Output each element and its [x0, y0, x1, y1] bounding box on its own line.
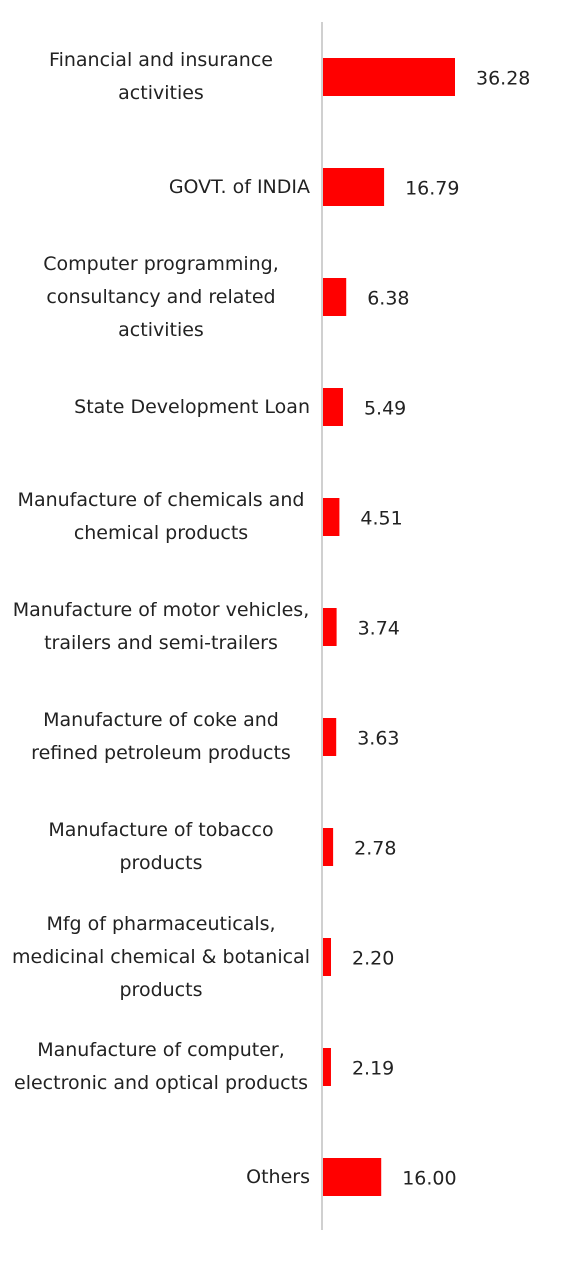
bar	[323, 168, 385, 206]
value-label: 2.78	[354, 838, 396, 860]
bar	[323, 278, 347, 316]
value-label: 4.51	[360, 508, 402, 530]
value-label: 2.19	[352, 1058, 394, 1080]
category-label: Computer programming, consultancy and re…	[43, 252, 279, 341]
category-label-box: Mfg of pharmaceuticals, medicinal chemic…	[12, 902, 310, 1012]
category-label-box: Financial and insurance activities	[12, 22, 310, 132]
category-label-box: Computer programming, consultancy and re…	[12, 242, 310, 352]
bar	[323, 58, 455, 96]
category-label-box: State Development Loan	[12, 352, 310, 462]
category-label: Manufacture of coke and refined petroleu…	[31, 709, 291, 764]
bar	[323, 718, 337, 756]
value-label: 3.63	[357, 728, 399, 750]
value-label: 16.79	[405, 178, 459, 200]
bar	[323, 1048, 331, 1086]
category-label-box: GOVT. of INDIA	[12, 132, 310, 242]
value-label: 36.28	[476, 68, 530, 90]
value-label: 3.74	[358, 618, 400, 640]
category-label: Others	[246, 1165, 310, 1188]
bar	[323, 938, 332, 976]
category-label-box: Others	[12, 1122, 310, 1232]
category-label: Manufacture of motor vehicles, trailers …	[12, 599, 310, 654]
bar	[323, 1158, 382, 1196]
category-label: GOVT. of INDIA	[168, 175, 310, 198]
bar	[323, 388, 343, 426]
category-label: Manufacture of chemicals and chemical pr…	[17, 489, 305, 544]
category-label-box: Manufacture of coke and refined petroleu…	[12, 682, 310, 792]
bar	[323, 608, 337, 646]
category-label: Financial and insurance activities	[49, 49, 273, 104]
bar	[323, 828, 334, 866]
bar	[323, 498, 340, 536]
value-label: 16.00	[402, 1168, 456, 1190]
category-label: Manufacture of tobacco products	[48, 819, 274, 874]
category-label-box: Manufacture of chemicals and chemical pr…	[12, 462, 310, 572]
category-label-box: Manufacture of motor vehicles, trailers …	[12, 572, 310, 682]
category-label: State Development Loan	[74, 395, 310, 418]
category-label: Mfg of pharmaceuticals, medicinal chemic…	[12, 912, 310, 1001]
category-label: Manufacture of computer, electronic and …	[14, 1039, 308, 1094]
category-label-box: Manufacture of computer, electronic and …	[12, 1012, 310, 1122]
value-label: 6.38	[367, 288, 409, 310]
value-label: 2.20	[352, 948, 394, 970]
value-label: 5.49	[364, 398, 406, 420]
category-label-box: Manufacture of tobacco products	[12, 792, 310, 902]
